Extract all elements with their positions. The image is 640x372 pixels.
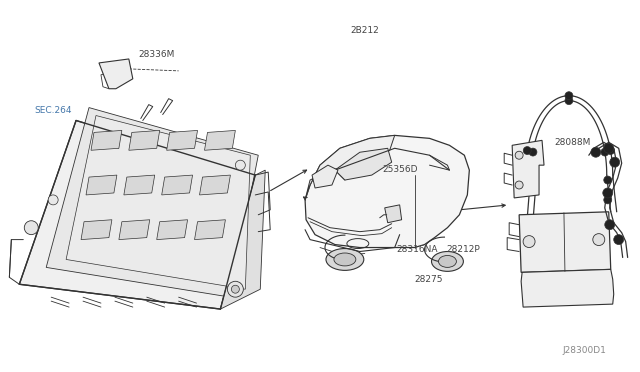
Circle shape xyxy=(565,92,573,100)
Circle shape xyxy=(607,147,614,154)
Circle shape xyxy=(604,176,612,184)
Circle shape xyxy=(24,221,38,235)
Polygon shape xyxy=(312,165,338,188)
Circle shape xyxy=(591,147,601,157)
Text: SEC.264: SEC.264 xyxy=(35,106,72,115)
Circle shape xyxy=(48,195,58,205)
Circle shape xyxy=(236,160,245,170)
Text: 28088M: 28088M xyxy=(554,138,591,147)
Polygon shape xyxy=(195,220,225,240)
Circle shape xyxy=(614,235,623,244)
Circle shape xyxy=(604,143,614,153)
Circle shape xyxy=(593,234,605,246)
Ellipse shape xyxy=(438,256,456,267)
Text: 28316NA: 28316NA xyxy=(396,245,438,254)
Circle shape xyxy=(610,157,620,167)
Polygon shape xyxy=(512,140,544,198)
Polygon shape xyxy=(157,220,188,240)
Ellipse shape xyxy=(431,251,463,271)
Polygon shape xyxy=(305,135,469,247)
Ellipse shape xyxy=(326,248,364,270)
Polygon shape xyxy=(385,205,402,223)
Polygon shape xyxy=(305,135,395,200)
Polygon shape xyxy=(124,175,155,195)
Polygon shape xyxy=(129,131,160,150)
Circle shape xyxy=(515,151,523,159)
Polygon shape xyxy=(335,148,392,180)
Ellipse shape xyxy=(334,253,356,266)
Circle shape xyxy=(605,220,614,230)
Circle shape xyxy=(227,281,243,297)
Circle shape xyxy=(529,148,537,156)
Polygon shape xyxy=(519,212,611,272)
Polygon shape xyxy=(162,175,193,195)
Text: 25356D: 25356D xyxy=(383,165,418,174)
Polygon shape xyxy=(91,131,122,150)
Text: 28212P: 28212P xyxy=(446,245,480,254)
Polygon shape xyxy=(81,220,112,240)
Text: 28336M: 28336M xyxy=(138,51,175,60)
Polygon shape xyxy=(19,121,255,309)
Polygon shape xyxy=(46,108,259,297)
Circle shape xyxy=(515,181,523,189)
Polygon shape xyxy=(166,131,198,150)
Circle shape xyxy=(604,196,612,204)
Text: 2B212: 2B212 xyxy=(351,26,380,35)
Polygon shape xyxy=(205,131,236,150)
Text: J28300D1: J28300D1 xyxy=(562,346,606,355)
Text: 28275: 28275 xyxy=(414,275,443,283)
Polygon shape xyxy=(99,59,133,89)
Circle shape xyxy=(232,285,239,293)
Polygon shape xyxy=(200,175,230,195)
Polygon shape xyxy=(119,220,150,240)
Polygon shape xyxy=(66,116,250,289)
Circle shape xyxy=(524,147,531,154)
Circle shape xyxy=(601,148,609,156)
Circle shape xyxy=(603,188,612,198)
Circle shape xyxy=(523,235,535,247)
Polygon shape xyxy=(86,175,117,195)
Circle shape xyxy=(565,97,573,105)
Polygon shape xyxy=(521,269,614,307)
Polygon shape xyxy=(220,170,265,309)
